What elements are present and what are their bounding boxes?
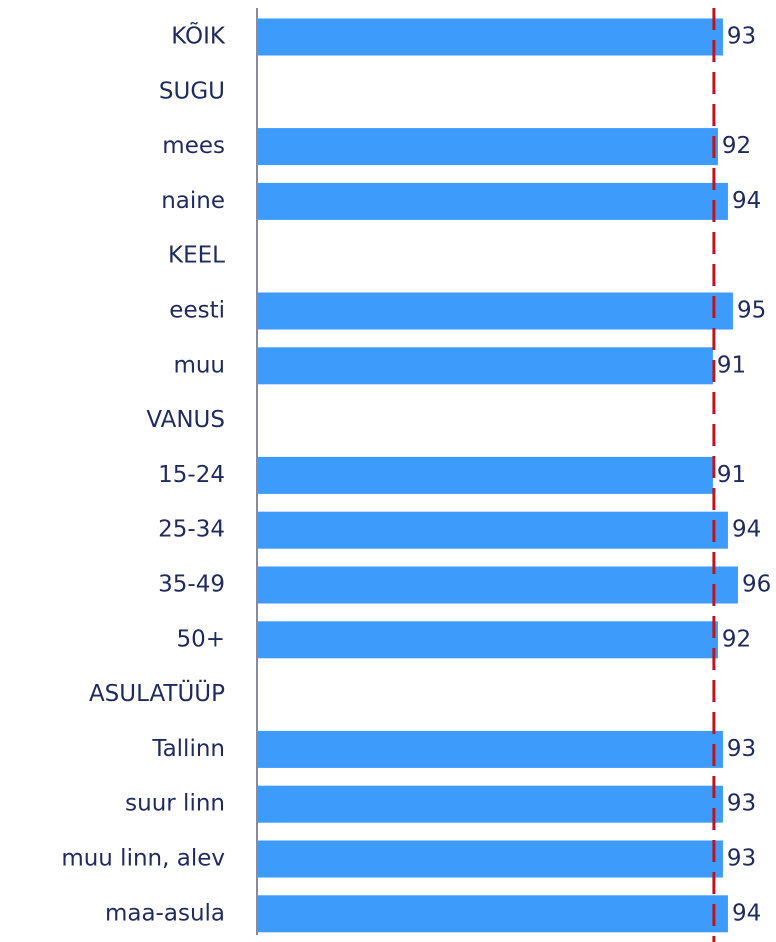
category-label: VANUS [146, 407, 225, 433]
bar [257, 785, 723, 823]
category-label: maa-asula [105, 900, 225, 926]
category-label: mees [162, 133, 225, 159]
bar [257, 292, 733, 330]
value-label: 93 [727, 846, 756, 872]
category-label: ASULATÜÜP [89, 679, 225, 707]
category-label: KÕIK [171, 21, 226, 50]
category-label: 35-49 [158, 572, 225, 598]
bar [257, 566, 738, 604]
value-label: 94 [732, 900, 761, 926]
category-label: eesti [169, 298, 225, 324]
bar [257, 128, 718, 166]
bar [257, 621, 718, 659]
value-label: 93 [727, 791, 756, 817]
value-label: 95 [737, 298, 766, 324]
value-label: 91 [717, 352, 746, 378]
value-label: 93 [727, 736, 756, 762]
value-label: 92 [722, 626, 751, 652]
value-label: 94 [732, 517, 761, 543]
bar [257, 347, 713, 385]
category-label: KEEL [168, 243, 225, 269]
value-label: 96 [742, 572, 771, 598]
category-label: 15-24 [158, 462, 225, 488]
bar [257, 730, 723, 768]
bar [257, 511, 728, 549]
value-label: 91 [717, 462, 746, 488]
category-label: 50+ [176, 626, 225, 652]
bar [257, 840, 723, 878]
value-label: 93 [727, 24, 756, 50]
value-label: 92 [722, 133, 751, 159]
value-label: 94 [732, 188, 761, 214]
bar [257, 895, 728, 933]
category-label: suur linn [125, 791, 225, 817]
category-label: muu linn, alev [61, 846, 225, 872]
bar [257, 456, 713, 494]
category-label: Tallinn [151, 736, 225, 762]
bar [257, 18, 723, 56]
bar [257, 182, 728, 220]
category-label: muu [173, 352, 225, 378]
category-label: 25-34 [158, 517, 225, 543]
category-label: naine [161, 188, 225, 214]
category-label: SUGU [159, 78, 225, 104]
